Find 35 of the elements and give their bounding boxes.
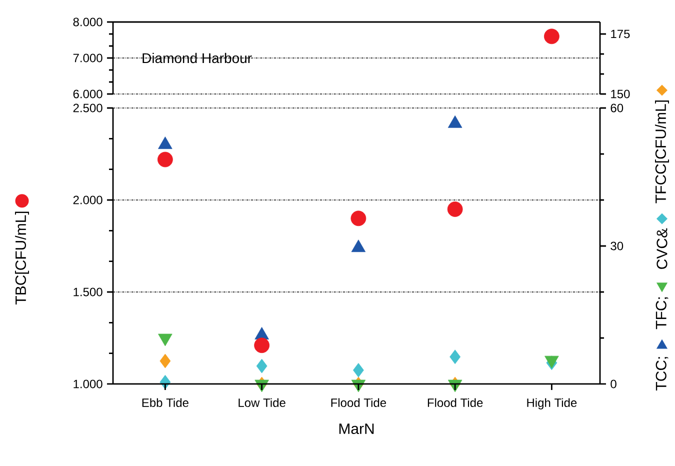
y-tick-label: 7.000 <box>73 54 102 62</box>
y-tick-label: 2.500 <box>73 104 102 112</box>
point <box>158 136 172 149</box>
y-tick-label: 2.000 <box>73 196 102 204</box>
point <box>160 354 171 368</box>
annotation: Diamond Harbour <box>142 52 252 64</box>
legend-label: TFCC[CFU/mL] <box>655 100 669 204</box>
y2-tick-label: 150 <box>611 90 630 98</box>
x-tick-label: Low Tide <box>238 398 286 407</box>
y-tick-label: 6.000 <box>73 90 102 98</box>
y2-tick-label: 30 <box>610 242 624 250</box>
y-tick-label: 1.500 <box>74 288 102 296</box>
x-axis-title: MarN <box>339 424 374 434</box>
point <box>448 115 462 128</box>
y-tick-label: 1.000 <box>74 380 102 388</box>
x-tick-label: High Tide <box>527 398 577 410</box>
point <box>447 201 463 217</box>
y2-tick-label: 60 <box>610 104 624 112</box>
y-tick-label: 8.000 <box>73 18 102 26</box>
point <box>352 362 364 378</box>
point <box>450 350 461 364</box>
x-tick-label: Flood Tide <box>331 398 386 407</box>
legend-label: TFC; <box>656 297 668 330</box>
point <box>254 338 270 354</box>
y2-tick-label: 0 <box>610 380 616 388</box>
point <box>256 358 268 374</box>
point <box>351 240 366 252</box>
x-tick-label: Flood Tide <box>428 398 483 407</box>
point <box>157 152 173 168</box>
legend-label: CVC& <box>656 228 668 269</box>
point <box>350 210 366 226</box>
legend-label: TBC[CFU/mL] <box>15 212 29 304</box>
legend-label: TCC; <box>656 357 668 390</box>
y2-tick-label: 175 <box>611 30 630 38</box>
x-tick-label: Ebb Tide <box>142 398 188 407</box>
